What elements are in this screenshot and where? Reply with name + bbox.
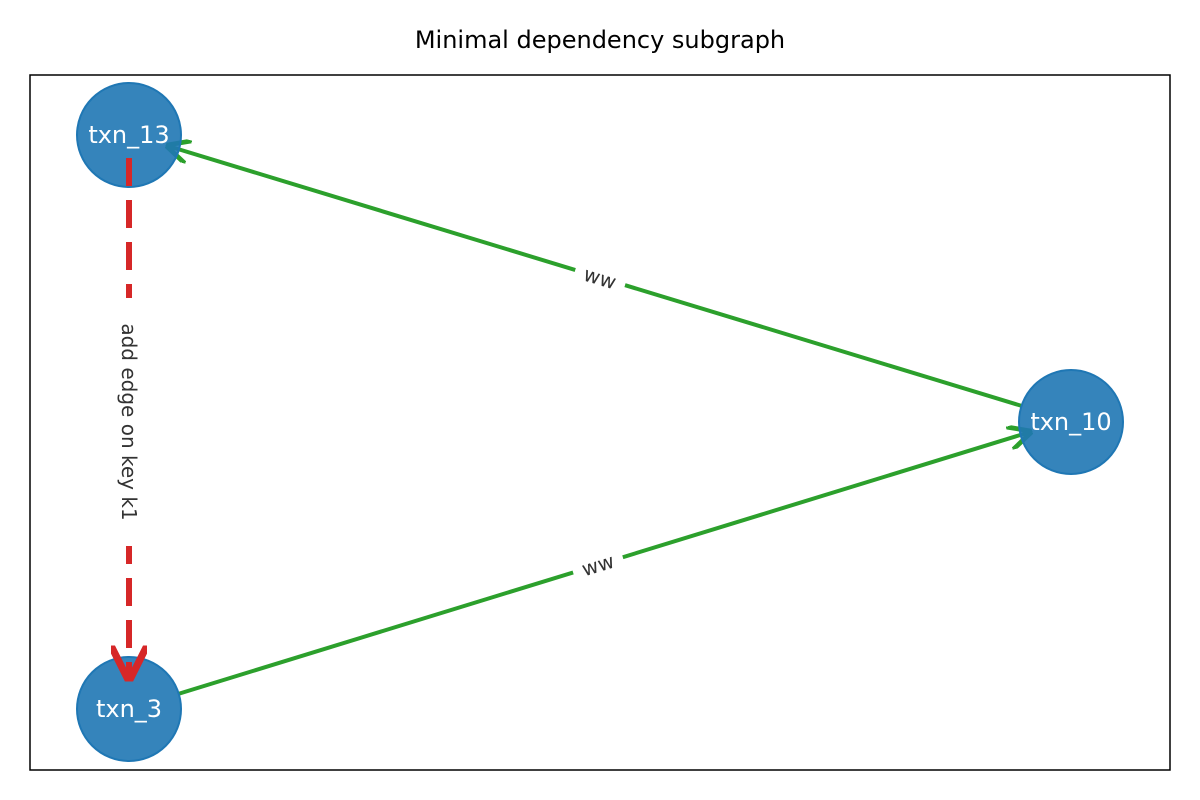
- node-label: txn_10: [1030, 408, 1111, 436]
- edge-label: add edge on key k1: [117, 323, 141, 520]
- node-txn-3: txn_3: [76, 656, 182, 762]
- edge-label-bg: [115, 298, 143, 546]
- plot-frame: [29, 74, 1171, 771]
- edge-ww-txn10-txn13: ww: [168, 146, 1023, 408]
- node-label: txn_13: [88, 121, 169, 149]
- node-circle: [76, 82, 182, 188]
- edge-label-bg: [569, 543, 627, 587]
- edge-label: ww: [581, 262, 619, 294]
- diagram-title: Minimal dependency subgraph: [414, 26, 786, 54]
- node-txn-13: txn_13: [76, 82, 182, 188]
- edge-label-bg: [571, 257, 629, 299]
- edge-added-txn13-txn3: add edge on key k1: [115, 158, 143, 678]
- edge-ww-txn3-txn10: ww: [177, 432, 1030, 696]
- node-label: txn_3: [96, 695, 162, 723]
- edge-label: ww: [579, 549, 617, 582]
- node-circle: [1018, 369, 1124, 475]
- node-txn-10: txn_10: [1018, 369, 1124, 475]
